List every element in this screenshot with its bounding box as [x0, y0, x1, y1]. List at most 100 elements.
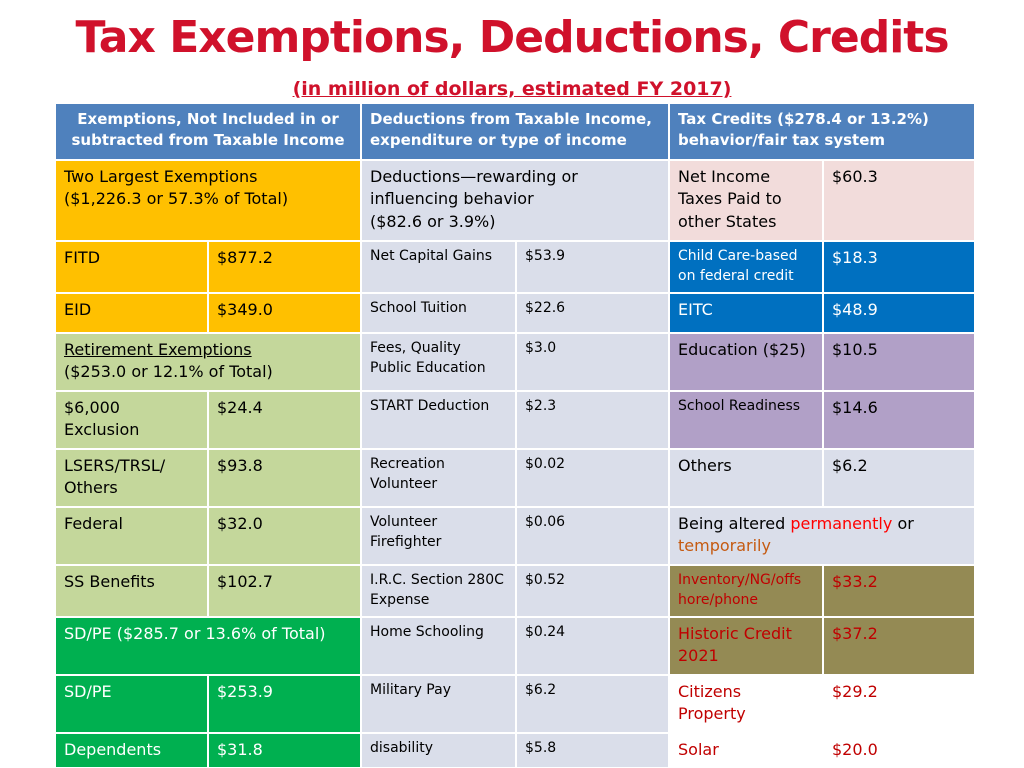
cell-text: Net Income — [678, 167, 771, 186]
table-cell: $48.9 — [824, 294, 974, 332]
table-cell: Recreation Volunteer — [362, 450, 515, 506]
table-cell: Inventory/NG/offs hore/phone — [670, 566, 822, 616]
cell-text: LSERS/TRSL/ — [64, 456, 166, 475]
table-cell: Historic Credit 2021 — [670, 618, 822, 674]
table-cell: $3.0 — [517, 334, 668, 390]
cell-text: ($82.6 or 3.9%) — [370, 211, 496, 231]
cell-text: ($253.0 or 12.1% of Total) — [64, 362, 273, 382]
cell-text: other States — [678, 211, 777, 231]
table-cell: Military Pay — [362, 676, 515, 732]
table-cell: $102.7 — [209, 566, 360, 616]
cell-text: Fees, Quality — [370, 340, 461, 356]
cell-text: I.R.C. Section 280C — [370, 572, 504, 588]
cell-text: Exclusion — [64, 420, 140, 440]
cell-text: influencing behavior — [370, 189, 534, 209]
table-cell: Deductions from Taxable Income, expenditu… — [362, 104, 668, 159]
table-cell: Child Care-based on federal credit — [670, 242, 822, 292]
table-cell: School Tuition — [362, 294, 515, 332]
table-cell: $14.6 — [824, 392, 974, 448]
cell-text: Retirement Exemptions — [64, 340, 252, 359]
cell-text: behavior/fair tax system — [678, 131, 886, 149]
table-cell: $10.5 — [824, 334, 974, 390]
table-cell: SD/PE ($285.7 or 13.6% of Total) — [56, 618, 360, 674]
table-cell: Education ($25) — [670, 334, 822, 390]
table-cell: $53.9 — [517, 242, 668, 292]
table-cell: SD/PE — [56, 676, 207, 732]
title: Tax Exemptions, Deductions, Credits — [75, 12, 949, 63]
table-cell: $33.2 — [824, 566, 974, 616]
table-cell: $2.3 — [517, 392, 668, 448]
cell-text: permanently — [790, 514, 893, 533]
cell-text: ($1,226.3 or 57.3% of Total) — [64, 189, 289, 209]
table-cell: $253.9 — [209, 676, 360, 732]
table-cell: $32.0 — [209, 508, 360, 564]
cell-text: Recreation — [370, 456, 445, 472]
table-cell: $0.24 — [517, 618, 668, 674]
cell-text: Historic Credit — [678, 624, 792, 643]
cell-text: Child Care-based — [678, 248, 798, 264]
table-cell: $18.3 — [824, 242, 974, 292]
cell-text: subtracted from Taxable Income — [71, 131, 345, 149]
table-cell: $0.02 — [517, 450, 668, 506]
table-cell: Dependents — [56, 734, 207, 767]
table-cell: Volunteer Firefighter — [362, 508, 515, 564]
table-cell: $37.2 — [824, 618, 974, 674]
table-cell: $6,000 Exclusion — [56, 392, 207, 448]
cell-text: Inventory/NG/offs — [678, 572, 802, 588]
table-cell: Solar — [670, 734, 822, 767]
table-cell: Tax Credits ($278.4 or 13.2%) behavior/fa… — [670, 104, 974, 159]
table-cell: FITD — [56, 242, 207, 292]
table-cell: $0.06 — [517, 508, 668, 564]
cell-text: $6,000 — [64, 398, 120, 417]
table-cell: Citizens Property — [670, 676, 822, 732]
table-cell: Others — [670, 450, 822, 506]
cell-text: temporarily — [678, 536, 771, 556]
table-cell: $877.2 — [209, 242, 360, 292]
cell-text: Public Education — [370, 359, 486, 376]
table-cell: START Deduction — [362, 392, 515, 448]
cell-text: Firefighter — [370, 533, 442, 550]
cell-text: expenditure or type of income — [370, 131, 627, 149]
table-cell: $31.8 — [209, 734, 360, 767]
table-cell: $0.52 — [517, 566, 668, 616]
cell-text: Taxes Paid to — [678, 189, 782, 209]
cell-text: or — [897, 514, 914, 533]
table-cell: Fees, Quality Public Education — [362, 334, 515, 390]
table-cell: Being altered permanently or temporarily — [670, 508, 974, 564]
table-cell: Net Capital Gains — [362, 242, 515, 292]
table-cell: disability — [362, 734, 515, 767]
table-cell: Exemptions, Not Included in or subtracted… — [56, 104, 360, 159]
subtitle: (in million of dollars, estimated FY 201… — [292, 78, 732, 100]
cell-text: Tax Credits ($278.4 or 13.2%) — [678, 110, 929, 128]
table-cell: $29.2 — [824, 676, 974, 732]
table-cell: Deductions—rewarding or influencing behav… — [362, 161, 668, 240]
table-cell: School Readiness — [670, 392, 822, 448]
cell-text: hore/phone — [678, 591, 759, 608]
cell-text: Property — [678, 704, 746, 724]
cell-text: Others — [64, 478, 118, 498]
table-cell: $24.4 — [209, 392, 360, 448]
table-cell: $5.8 — [517, 734, 668, 767]
cell-text: Citizens — [678, 682, 742, 701]
cell-text: Deductions—rewarding or — [370, 167, 578, 186]
table-cell: Federal — [56, 508, 207, 564]
table-cell: $349.0 — [209, 294, 360, 332]
table-cell: $20.0 — [824, 734, 974, 767]
cell-text: Expense — [370, 591, 430, 608]
table-cell: Two Largest Exemptions ($1,226.3 or 57.3%… — [56, 161, 360, 240]
cell-text: Being altered — [678, 514, 786, 533]
table-cell: Net Income Taxes Paid to other States — [670, 161, 822, 240]
cell-text: Deductions from Taxable Income, — [370, 110, 652, 128]
table-cell: SS Benefits — [56, 566, 207, 616]
table-cell: $22.6 — [517, 294, 668, 332]
table-cell: LSERS/TRSL/Others — [56, 450, 207, 506]
cell-text: Two Largest Exemptions — [64, 167, 258, 186]
table-cell: Retirement Exemptions ($253.0 or 12.1% of… — [56, 334, 360, 390]
cell-text: on federal credit — [678, 267, 794, 284]
table-cell: $6.2 — [517, 676, 668, 732]
cell-text: Exemptions, Not Included in or — [77, 110, 339, 128]
cell-text: Volunteer — [370, 514, 438, 530]
table-cell: Home Schooling — [362, 618, 515, 674]
cell-text: 2021 — [678, 646, 719, 666]
